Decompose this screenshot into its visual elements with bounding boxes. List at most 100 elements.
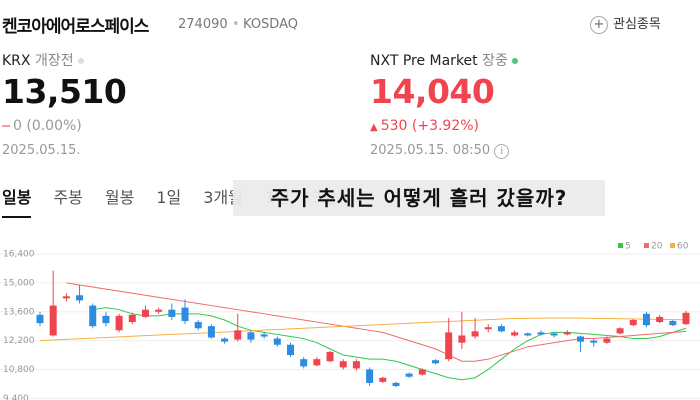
flat-icon	[2, 125, 10, 127]
candle-body	[352, 361, 360, 369]
krx-price: 13,510	[2, 72, 127, 111]
candle-body	[102, 315, 110, 324]
candle-body	[642, 313, 650, 326]
moving-average-line	[66, 282, 687, 362]
candle-body	[141, 309, 149, 317]
candle-body	[432, 360, 440, 364]
y-tick-label: 10,800	[3, 365, 35, 375]
candle-body	[128, 314, 136, 323]
candle-body	[155, 309, 163, 312]
candle-body	[115, 315, 123, 331]
krx-change-row: 0 (0.00%)	[2, 118, 82, 134]
legend-label: 20	[651, 242, 663, 252]
status-dot	[77, 58, 84, 64]
candle-body	[629, 320, 637, 326]
candle-body	[603, 338, 611, 343]
period-tab[interactable]: 주봉	[53, 188, 83, 207]
nxt-price: 14,040	[370, 72, 495, 111]
nxt-date: 2025.05.15. 08:50	[370, 143, 491, 158]
y-tick-label: 13,600	[3, 307, 35, 317]
y-tick-label: 15,000	[3, 278, 35, 288]
candle-body	[194, 322, 202, 329]
krx-status: 개장전	[34, 53, 74, 69]
candle-body	[366, 369, 374, 383]
candle-body	[260, 334, 268, 337]
candle-body	[207, 326, 215, 338]
candle-body	[563, 332, 571, 335]
period-tab[interactable]: 1일	[156, 188, 182, 207]
nxt-change-row: ▲ 530 (+3.92%)	[370, 118, 479, 134]
candle-body	[339, 361, 347, 368]
y-tick-label: 16,400	[3, 250, 35, 260]
candle-body	[89, 305, 97, 327]
candle-body	[471, 331, 479, 337]
moving-average-line	[39, 317, 687, 342]
candle-body	[313, 359, 321, 366]
candle-body	[656, 316, 664, 323]
stock-code: 274090	[178, 17, 228, 32]
nxt-label: NXT Pre Market	[370, 53, 478, 69]
krx-heading: KRX 개장전	[2, 50, 84, 70]
candle-body	[524, 333, 532, 336]
plus-icon: +	[590, 15, 608, 34]
separator: •	[232, 17, 240, 32]
period-tab[interactable]: 일봉	[2, 184, 32, 218]
overlay-caption: 주가 추세는 어떻게 흘러 갔을까?	[233, 180, 605, 216]
candle-body	[392, 382, 400, 386]
candle-body	[326, 351, 334, 362]
watch-label: 관심종목	[613, 17, 661, 32]
candle-body	[234, 330, 242, 340]
legend-label: 5	[625, 242, 631, 252]
candle-body	[590, 340, 598, 343]
candle-body	[168, 309, 176, 317]
candle-body	[577, 336, 585, 342]
up-arrow: ▲	[370, 122, 378, 133]
candle-body	[669, 321, 677, 326]
candle-body	[300, 359, 308, 367]
candle-body	[682, 312, 690, 325]
nxt-status: 장중	[482, 53, 508, 69]
y-tick-label: 12,200	[3, 336, 35, 346]
market: KOSDAQ	[243, 17, 298, 32]
candle-body	[537, 332, 545, 335]
candle-body	[76, 295, 84, 301]
candle-body	[221, 338, 229, 342]
y-tick-label: 9,400	[3, 394, 29, 400]
candle-body	[445, 332, 453, 360]
status-dot	[511, 58, 518, 64]
krx-change: 0 (0.00%)	[13, 118, 82, 134]
legend-swatch	[670, 243, 675, 248]
candle-body	[616, 328, 624, 334]
info-icon[interactable]: i	[494, 144, 510, 159]
candle-body	[484, 327, 492, 330]
candle-body	[181, 307, 189, 322]
legend-label: 60	[677, 242, 689, 252]
candle-body	[418, 369, 426, 375]
candle-body	[511, 332, 519, 336]
legend-swatch	[644, 243, 649, 248]
period-tab[interactable]: 월봉	[104, 188, 135, 207]
candle-body	[458, 335, 466, 343]
legend-swatch	[618, 243, 623, 248]
nxt-date-row: 2025.05.15. 08:50 i	[370, 143, 510, 159]
stock-name: 켄코아에어로스페이스	[2, 17, 149, 37]
candle-body	[497, 326, 505, 332]
candle-body	[286, 344, 294, 356]
candle-body	[62, 296, 70, 299]
candle-body	[247, 332, 255, 340]
moving-average-line	[92, 307, 687, 381]
candle-chart: 16,400 15,000 13,600 12,200 10,800 9,400 5 20 60	[0, 242, 700, 400]
candle-body	[405, 373, 413, 377]
nxt-heading: NXT Pre Market 장중	[370, 50, 518, 70]
candle-body	[379, 377, 387, 382]
watch-button[interactable]: + 관심종목	[590, 13, 661, 34]
candle-body	[49, 305, 57, 336]
candle-body	[550, 333, 558, 336]
krx-label: KRX	[2, 53, 31, 69]
candle-body	[36, 314, 44, 324]
candle-body	[273, 338, 281, 345]
period-tab[interactable]: 3개월	[203, 188, 243, 207]
nxt-change: 530 (+3.92%)	[380, 118, 480, 134]
